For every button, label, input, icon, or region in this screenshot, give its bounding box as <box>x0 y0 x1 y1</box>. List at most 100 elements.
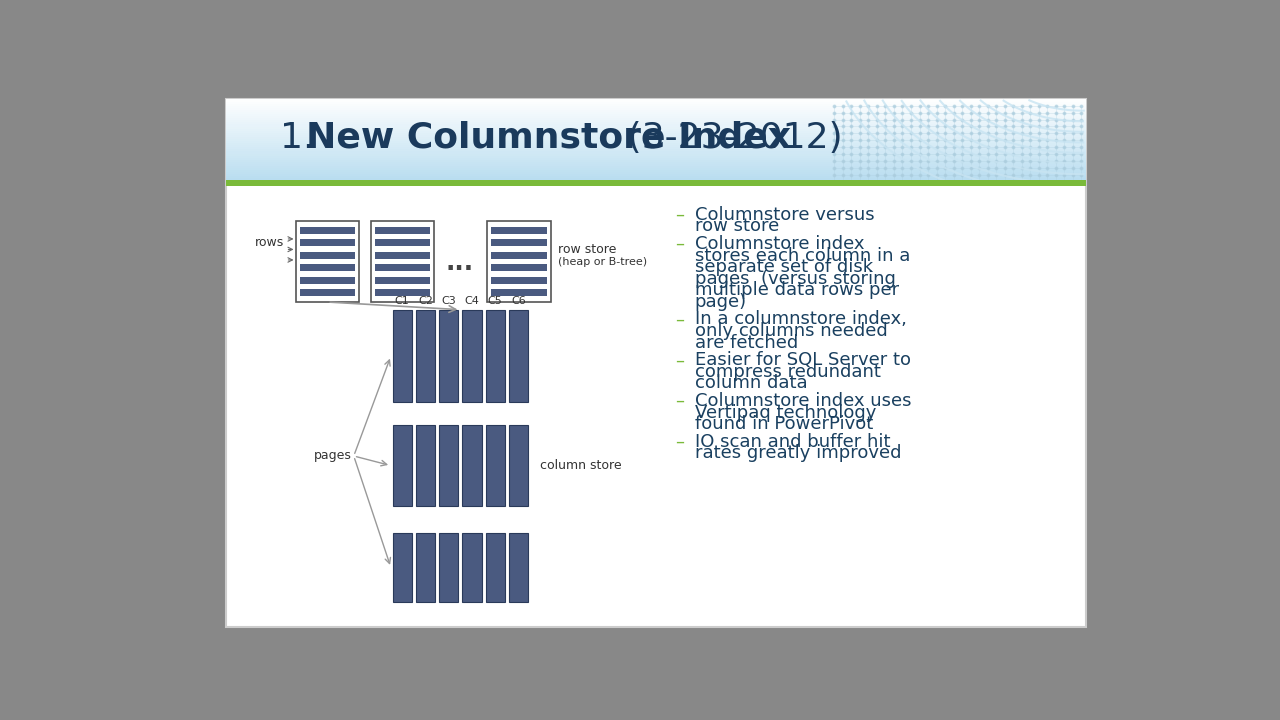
Bar <box>225 161 1087 164</box>
Bar <box>225 159 1087 162</box>
Bar <box>300 277 356 284</box>
Bar <box>225 176 1087 179</box>
Bar <box>225 139 1087 141</box>
Bar <box>416 310 435 402</box>
Bar <box>225 122 1087 125</box>
Bar <box>225 137 1087 139</box>
Text: (heap or B-tree): (heap or B-tree) <box>558 256 648 266</box>
Text: stores each column in a: stores each column in a <box>695 246 910 264</box>
Bar <box>492 289 547 297</box>
Bar <box>296 221 360 302</box>
Bar <box>508 533 529 603</box>
Bar <box>225 168 1087 170</box>
Bar <box>485 310 504 402</box>
Bar <box>225 124 1087 127</box>
Text: row store: row store <box>558 243 617 256</box>
Bar <box>225 163 1087 166</box>
Bar <box>225 126 1087 129</box>
Bar <box>508 310 529 402</box>
Bar <box>225 118 1087 120</box>
Bar <box>462 533 481 603</box>
Text: separate set of disk: separate set of disk <box>695 258 873 276</box>
Text: C1: C1 <box>394 296 410 306</box>
Bar <box>439 310 458 402</box>
Text: In a columnstore index,: In a columnstore index, <box>695 310 906 328</box>
Bar <box>225 114 1087 116</box>
Bar <box>225 120 1087 122</box>
Text: (3-23-2012): (3-23-2012) <box>616 121 842 155</box>
Bar <box>300 227 356 234</box>
Text: found in PowerPivot: found in PowerPivot <box>695 415 873 433</box>
Text: Easier for SQL Server to: Easier for SQL Server to <box>695 351 911 369</box>
Bar <box>225 151 1087 153</box>
Text: –: – <box>676 433 685 451</box>
Text: Vertipaq technology: Vertipaq technology <box>695 404 876 422</box>
Text: compress redundant: compress redundant <box>695 363 881 381</box>
Bar <box>485 426 504 506</box>
Bar <box>225 166 1087 168</box>
Bar <box>225 102 1087 104</box>
Bar <box>225 132 1087 135</box>
Bar <box>225 140 1087 143</box>
Text: are fetched: are fetched <box>695 333 797 351</box>
Text: –: – <box>676 351 685 369</box>
Bar <box>375 227 430 234</box>
Text: –: – <box>676 235 685 253</box>
Text: C2: C2 <box>419 296 433 306</box>
Bar <box>492 264 547 271</box>
Bar <box>492 239 547 246</box>
Text: –: – <box>676 310 685 328</box>
Bar <box>416 426 435 506</box>
Bar <box>225 105 1087 108</box>
Bar <box>225 170 1087 172</box>
Bar <box>225 107 1087 110</box>
Bar <box>225 149 1087 151</box>
Bar <box>300 289 356 297</box>
Bar <box>375 264 430 271</box>
Bar <box>225 145 1087 148</box>
Bar <box>439 533 458 603</box>
Bar <box>416 533 435 603</box>
Text: page): page) <box>695 293 746 311</box>
Bar <box>225 135 1087 137</box>
Text: rows: rows <box>255 236 284 249</box>
Text: IO scan and buffer hit: IO scan and buffer hit <box>695 433 891 451</box>
Bar <box>488 221 550 302</box>
Bar <box>225 180 1087 183</box>
Bar <box>225 174 1087 176</box>
Text: ...: ... <box>445 251 474 275</box>
Text: –: – <box>676 392 685 410</box>
Bar <box>225 99 1087 102</box>
Bar <box>225 178 1087 181</box>
Bar <box>375 239 430 246</box>
Bar <box>225 128 1087 130</box>
Text: C4: C4 <box>465 296 480 306</box>
Bar <box>492 252 547 258</box>
Bar <box>393 533 412 603</box>
Bar <box>492 277 547 284</box>
Text: pages: pages <box>315 449 352 462</box>
Text: only columns needed: only columns needed <box>695 322 887 340</box>
Text: column data: column data <box>695 374 808 392</box>
Text: Columnstore versus: Columnstore versus <box>695 206 874 224</box>
Text: New Columnstore Index: New Columnstore Index <box>306 121 791 155</box>
Bar <box>225 157 1087 160</box>
Text: C5: C5 <box>488 296 503 306</box>
Bar <box>225 109 1087 112</box>
Bar <box>225 130 1087 132</box>
Bar <box>492 227 547 234</box>
Bar <box>508 426 529 506</box>
Bar <box>375 252 430 258</box>
Text: column store: column store <box>540 459 621 472</box>
Text: Columnstore index uses: Columnstore index uses <box>695 392 911 410</box>
Bar <box>485 533 504 603</box>
Text: pages  (versus storing: pages (versus storing <box>695 270 896 288</box>
Bar <box>225 147 1087 149</box>
Text: row store: row store <box>695 217 780 235</box>
Text: multiple data rows per: multiple data rows per <box>695 282 899 300</box>
Bar <box>375 277 430 284</box>
Bar <box>225 172 1087 174</box>
Text: –: – <box>676 206 685 224</box>
Bar <box>300 264 356 271</box>
Bar <box>225 112 1087 114</box>
